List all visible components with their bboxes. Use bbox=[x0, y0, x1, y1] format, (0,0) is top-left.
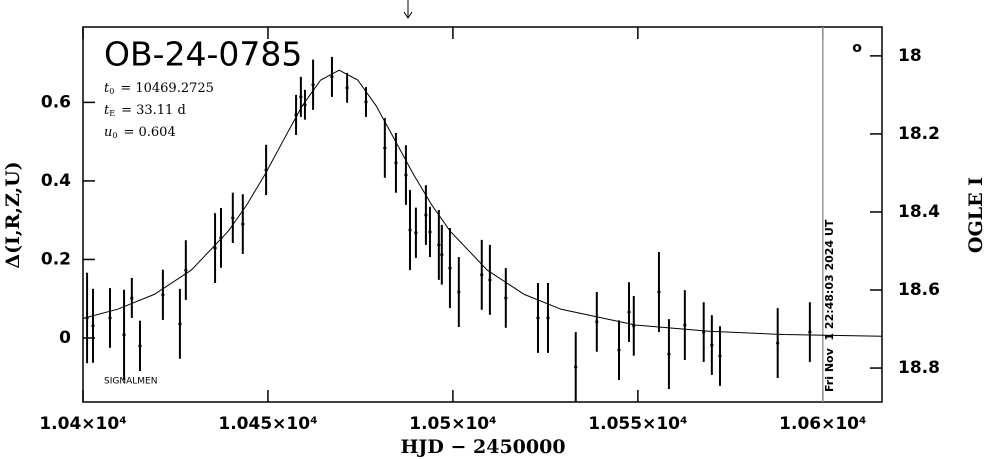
data-point bbox=[480, 273, 484, 277]
data-point bbox=[294, 113, 298, 117]
data-point bbox=[440, 253, 444, 257]
plot-frame bbox=[82, 26, 883, 403]
x-tick-label: 1.055×10⁴ bbox=[588, 414, 687, 434]
data-point bbox=[241, 222, 245, 226]
data-point bbox=[414, 231, 418, 235]
data-point bbox=[488, 278, 492, 282]
top-arrow bbox=[403, 0, 413, 19]
data-point bbox=[448, 266, 452, 270]
parameter-value: = 33.11 d bbox=[121, 103, 186, 118]
data-point bbox=[264, 168, 268, 172]
data-point bbox=[776, 341, 780, 345]
data-point bbox=[428, 230, 432, 234]
parameter: u0 = 0.604 bbox=[104, 125, 176, 141]
data-point bbox=[710, 343, 714, 347]
data-point bbox=[627, 310, 631, 314]
y2-tick-label: 18 bbox=[898, 46, 922, 66]
data-point bbox=[178, 322, 182, 326]
annotation: SIGNALMEN bbox=[104, 377, 157, 387]
parameter-value: = 0.604 bbox=[123, 125, 175, 140]
data-point bbox=[138, 344, 142, 348]
x-tick-label: 1.05×10⁴ bbox=[409, 414, 496, 434]
data-point bbox=[546, 316, 550, 320]
x-tick-label: 1.06×10⁴ bbox=[779, 414, 866, 434]
parameter: tE = 33.11 d bbox=[104, 103, 186, 119]
y-axis-label: Δ(I,R,Z,U) bbox=[2, 161, 24, 268]
data-point bbox=[718, 354, 722, 358]
data-point bbox=[702, 330, 706, 334]
parameter-symbol: u bbox=[104, 125, 112, 140]
parameter-symbol: t bbox=[104, 103, 110, 118]
data-point bbox=[504, 296, 508, 300]
data-point bbox=[161, 293, 165, 297]
data-point bbox=[219, 236, 223, 240]
data-point bbox=[437, 243, 441, 247]
y2-tick-label: 18.6 bbox=[898, 280, 940, 300]
parameter-symbol: t bbox=[104, 81, 110, 96]
data-point bbox=[213, 246, 217, 250]
y-tick-label: 0.6 bbox=[41, 92, 71, 112]
parameter-value: = 10469.2725 bbox=[120, 81, 214, 96]
y-tick-label: 0 bbox=[59, 328, 71, 348]
data-point bbox=[299, 95, 303, 99]
x-tick-label: 1.04×10⁴ bbox=[39, 414, 126, 434]
timestamp: Fri Nov 1 22:48:03 2024 UT bbox=[823, 219, 836, 392]
data-point bbox=[632, 324, 636, 328]
data-point bbox=[311, 83, 315, 87]
data-point bbox=[345, 86, 349, 90]
data-point bbox=[683, 323, 687, 327]
data-point bbox=[408, 228, 412, 232]
y2-tick-label: 18.8 bbox=[898, 358, 940, 378]
data-point bbox=[85, 316, 89, 320]
data-point bbox=[536, 316, 540, 320]
y2-tick-label: 18.2 bbox=[898, 124, 940, 144]
x-tick-label: 1.045×10⁴ bbox=[218, 414, 317, 434]
data-point bbox=[424, 213, 428, 217]
data-point bbox=[184, 268, 188, 272]
x-axis-label: HJD − 2450000 bbox=[400, 436, 565, 458]
data-point bbox=[617, 348, 621, 352]
y-tick-label: 0.2 bbox=[41, 249, 71, 269]
parameter-subscript: E bbox=[109, 109, 115, 118]
data-point bbox=[122, 333, 126, 337]
data-point bbox=[330, 75, 334, 79]
y2-tick-label: 18.4 bbox=[898, 202, 940, 222]
parameter-subscript: 0 bbox=[112, 131, 117, 140]
data-point bbox=[231, 216, 235, 220]
data-point bbox=[404, 173, 408, 177]
data-point bbox=[808, 330, 812, 334]
data-point bbox=[383, 146, 387, 150]
y2-axis-label: OGLE I bbox=[965, 177, 986, 253]
marker-label: o bbox=[852, 40, 862, 56]
parameter: t0 = 10469.2725 bbox=[104, 81, 214, 97]
data-point bbox=[595, 320, 599, 324]
data-point bbox=[108, 316, 112, 320]
data-point bbox=[574, 365, 578, 369]
data-point bbox=[667, 352, 671, 356]
parameter-subscript: 0 bbox=[109, 87, 114, 96]
data-point bbox=[91, 324, 95, 328]
data-point bbox=[394, 161, 398, 165]
chart-title: OB-24-0785 bbox=[104, 35, 302, 74]
data-point bbox=[303, 103, 307, 107]
y-tick-label: 0.4 bbox=[41, 171, 71, 191]
data-point bbox=[657, 290, 661, 294]
data-point bbox=[364, 100, 368, 104]
data-point bbox=[457, 290, 461, 294]
data-point bbox=[130, 296, 134, 300]
